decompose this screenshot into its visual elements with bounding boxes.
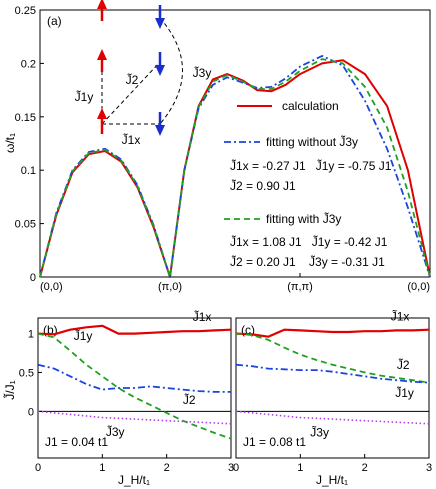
inset-label-j3y: J̃3y — [193, 65, 212, 80]
xtick-label: 3 — [426, 462, 432, 474]
ytick-label: 0.05 — [15, 219, 36, 231]
panel-b-ylabel: J̃/J₁ — [2, 380, 17, 399]
panel-c-frame — [235, 317, 430, 459]
xtick-label: (π,π) — [287, 281, 313, 293]
series-label-j-3y: J̃3y — [106, 424, 125, 439]
inset-bond-2 — [101, 61, 161, 125]
ytick-label: 0.15 — [15, 112, 36, 124]
blue-spin-down-arrow — [155, 5, 165, 136]
panel-b-frame — [37, 317, 232, 459]
series-j-3y — [235, 410, 430, 425]
panel-a-xticks: (0,0) (π,0) (π,π) (0,0) — [39, 273, 431, 293]
panel-a-legend: calculation fitting without J̃3y J̃1x = … — [224, 99, 392, 269]
panel-b-ticks: 0 1 2 3 0 0.5 1 — [19, 329, 234, 474]
inset-bond-3y — [159, 17, 183, 125]
xtick-label: (0,0) — [40, 281, 63, 293]
legend-label-calculation: calculation — [282, 99, 339, 113]
xtick-label: (0,0) — [407, 281, 430, 293]
xtick-label: 0 — [233, 462, 239, 474]
inset-label-j1x: J̃1x — [122, 132, 141, 147]
legend-label-fit-without: fitting without J̃3y — [266, 134, 358, 149]
spin-lattice-inset: J̃1y J̃2 J̃1x J̃3y — [75, 0, 212, 147]
inset-label-j2: J̃2 — [126, 72, 139, 87]
panel-c-ticks: 0 1 2 3 — [233, 410, 432, 474]
panel-a-series — [39, 55, 431, 278]
fit-with-params-line2: J̃2 = 0.20 J1 J̃3y = -0.31 J1 — [230, 254, 385, 269]
series-label-j-1x: J̃1x — [193, 309, 212, 324]
series-label-j-1x: J̃1x — [391, 308, 410, 323]
xtick-label: 3 — [228, 462, 234, 474]
series-j-1y — [235, 332, 430, 384]
xtick-label: 1 — [297, 462, 303, 474]
xtick-label: 2 — [362, 462, 368, 474]
series-label-j-2: J̃2 — [183, 392, 196, 407]
ytick-label: 0 — [28, 406, 34, 418]
panel-c-series: J̃1x J̃2 J̃1y J̃3y — [235, 308, 430, 439]
panel-b-xlabel: J_H/t₁ — [118, 473, 150, 487]
panel-a-ylabel: ω/t₁ — [3, 133, 17, 153]
fit-without-params-line2: J̃2 = 0.90 J1 — [230, 178, 296, 193]
panel-a-label: (a) — [47, 14, 62, 28]
ytick-label: 0.25 — [15, 5, 36, 17]
panel-b-series: J̃1x J̃1y J̃2 J̃3y — [37, 309, 232, 440]
inset-label-j1y: J̃1y — [75, 89, 94, 104]
red-spin-up-arrow — [97, 0, 107, 134]
panel-b-note: J1 = 0.04 t1 — [45, 435, 108, 449]
series-j-1x — [37, 324, 232, 336]
ytick-label: 0.1 — [21, 165, 36, 177]
panel-a: (a) ω/t₁ 00.050.10.150.20.25 (0,0) (π,0)(… — [3, 0, 431, 293]
xtick-label: (π,0) — [158, 281, 182, 293]
panel-c-xlabel: J_H/t₁ — [316, 473, 348, 487]
ytick-label: 0.5 — [19, 367, 34, 379]
ytick-label: 0 — [30, 272, 36, 284]
series-label-j-1y: J̃1y — [74, 328, 93, 343]
panel-c-note: J1 = 0.08 t1 — [243, 435, 306, 449]
xtick-label: 1 — [99, 462, 105, 474]
ytick-label: 1 — [28, 329, 34, 341]
panel-b: (b) J̃/J₁ J_H/t₁ J1 = 0.04 t1 0 1 2 300.51 … — [2, 309, 234, 487]
series-j-1x — [235, 328, 430, 338]
series-j-3y — [37, 410, 232, 425]
panel-a-frame — [39, 9, 431, 278]
series-j-2 — [235, 363, 430, 384]
series-label-j-1y: J̃1y — [395, 385, 414, 400]
ytick-label: 0.2 — [21, 58, 36, 70]
legend-label-fit-with: fitting with J̃3y — [266, 211, 341, 226]
panel-a-yticks: 0 0.05 0.1 0.15 0.2 0.25 — [15, 5, 44, 284]
fit-with-params-line1: J̃1x = 1.08 J1 J̃1y = -0.42 J1 — [230, 234, 388, 249]
series-calculation — [39, 59, 431, 278]
xtick-label: 0 — [35, 462, 41, 474]
fit-without-params-line1: J̃1x = -0.27 J1 J̃1y = -0.75 J1 — [230, 158, 392, 173]
series-label-j-3y: J̃3y — [310, 424, 329, 439]
series-label-j-2: J̃2 — [397, 357, 410, 372]
series-fitting-without-j-3y — [39, 55, 431, 278]
xtick-label: 2 — [164, 462, 170, 474]
series-j-2 — [37, 363, 231, 393]
